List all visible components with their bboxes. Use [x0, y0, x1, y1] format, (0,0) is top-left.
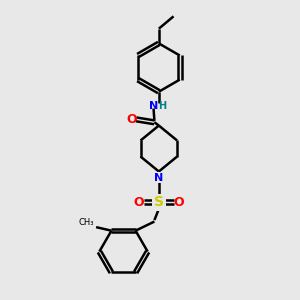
Text: S: S — [154, 195, 164, 209]
Text: H: H — [158, 100, 166, 110]
Text: O: O — [173, 196, 184, 209]
Text: N: N — [149, 100, 158, 110]
Text: CH₃: CH₃ — [78, 218, 94, 226]
Text: O: O — [134, 196, 144, 209]
Text: N: N — [154, 173, 164, 183]
Text: O: O — [126, 113, 137, 126]
